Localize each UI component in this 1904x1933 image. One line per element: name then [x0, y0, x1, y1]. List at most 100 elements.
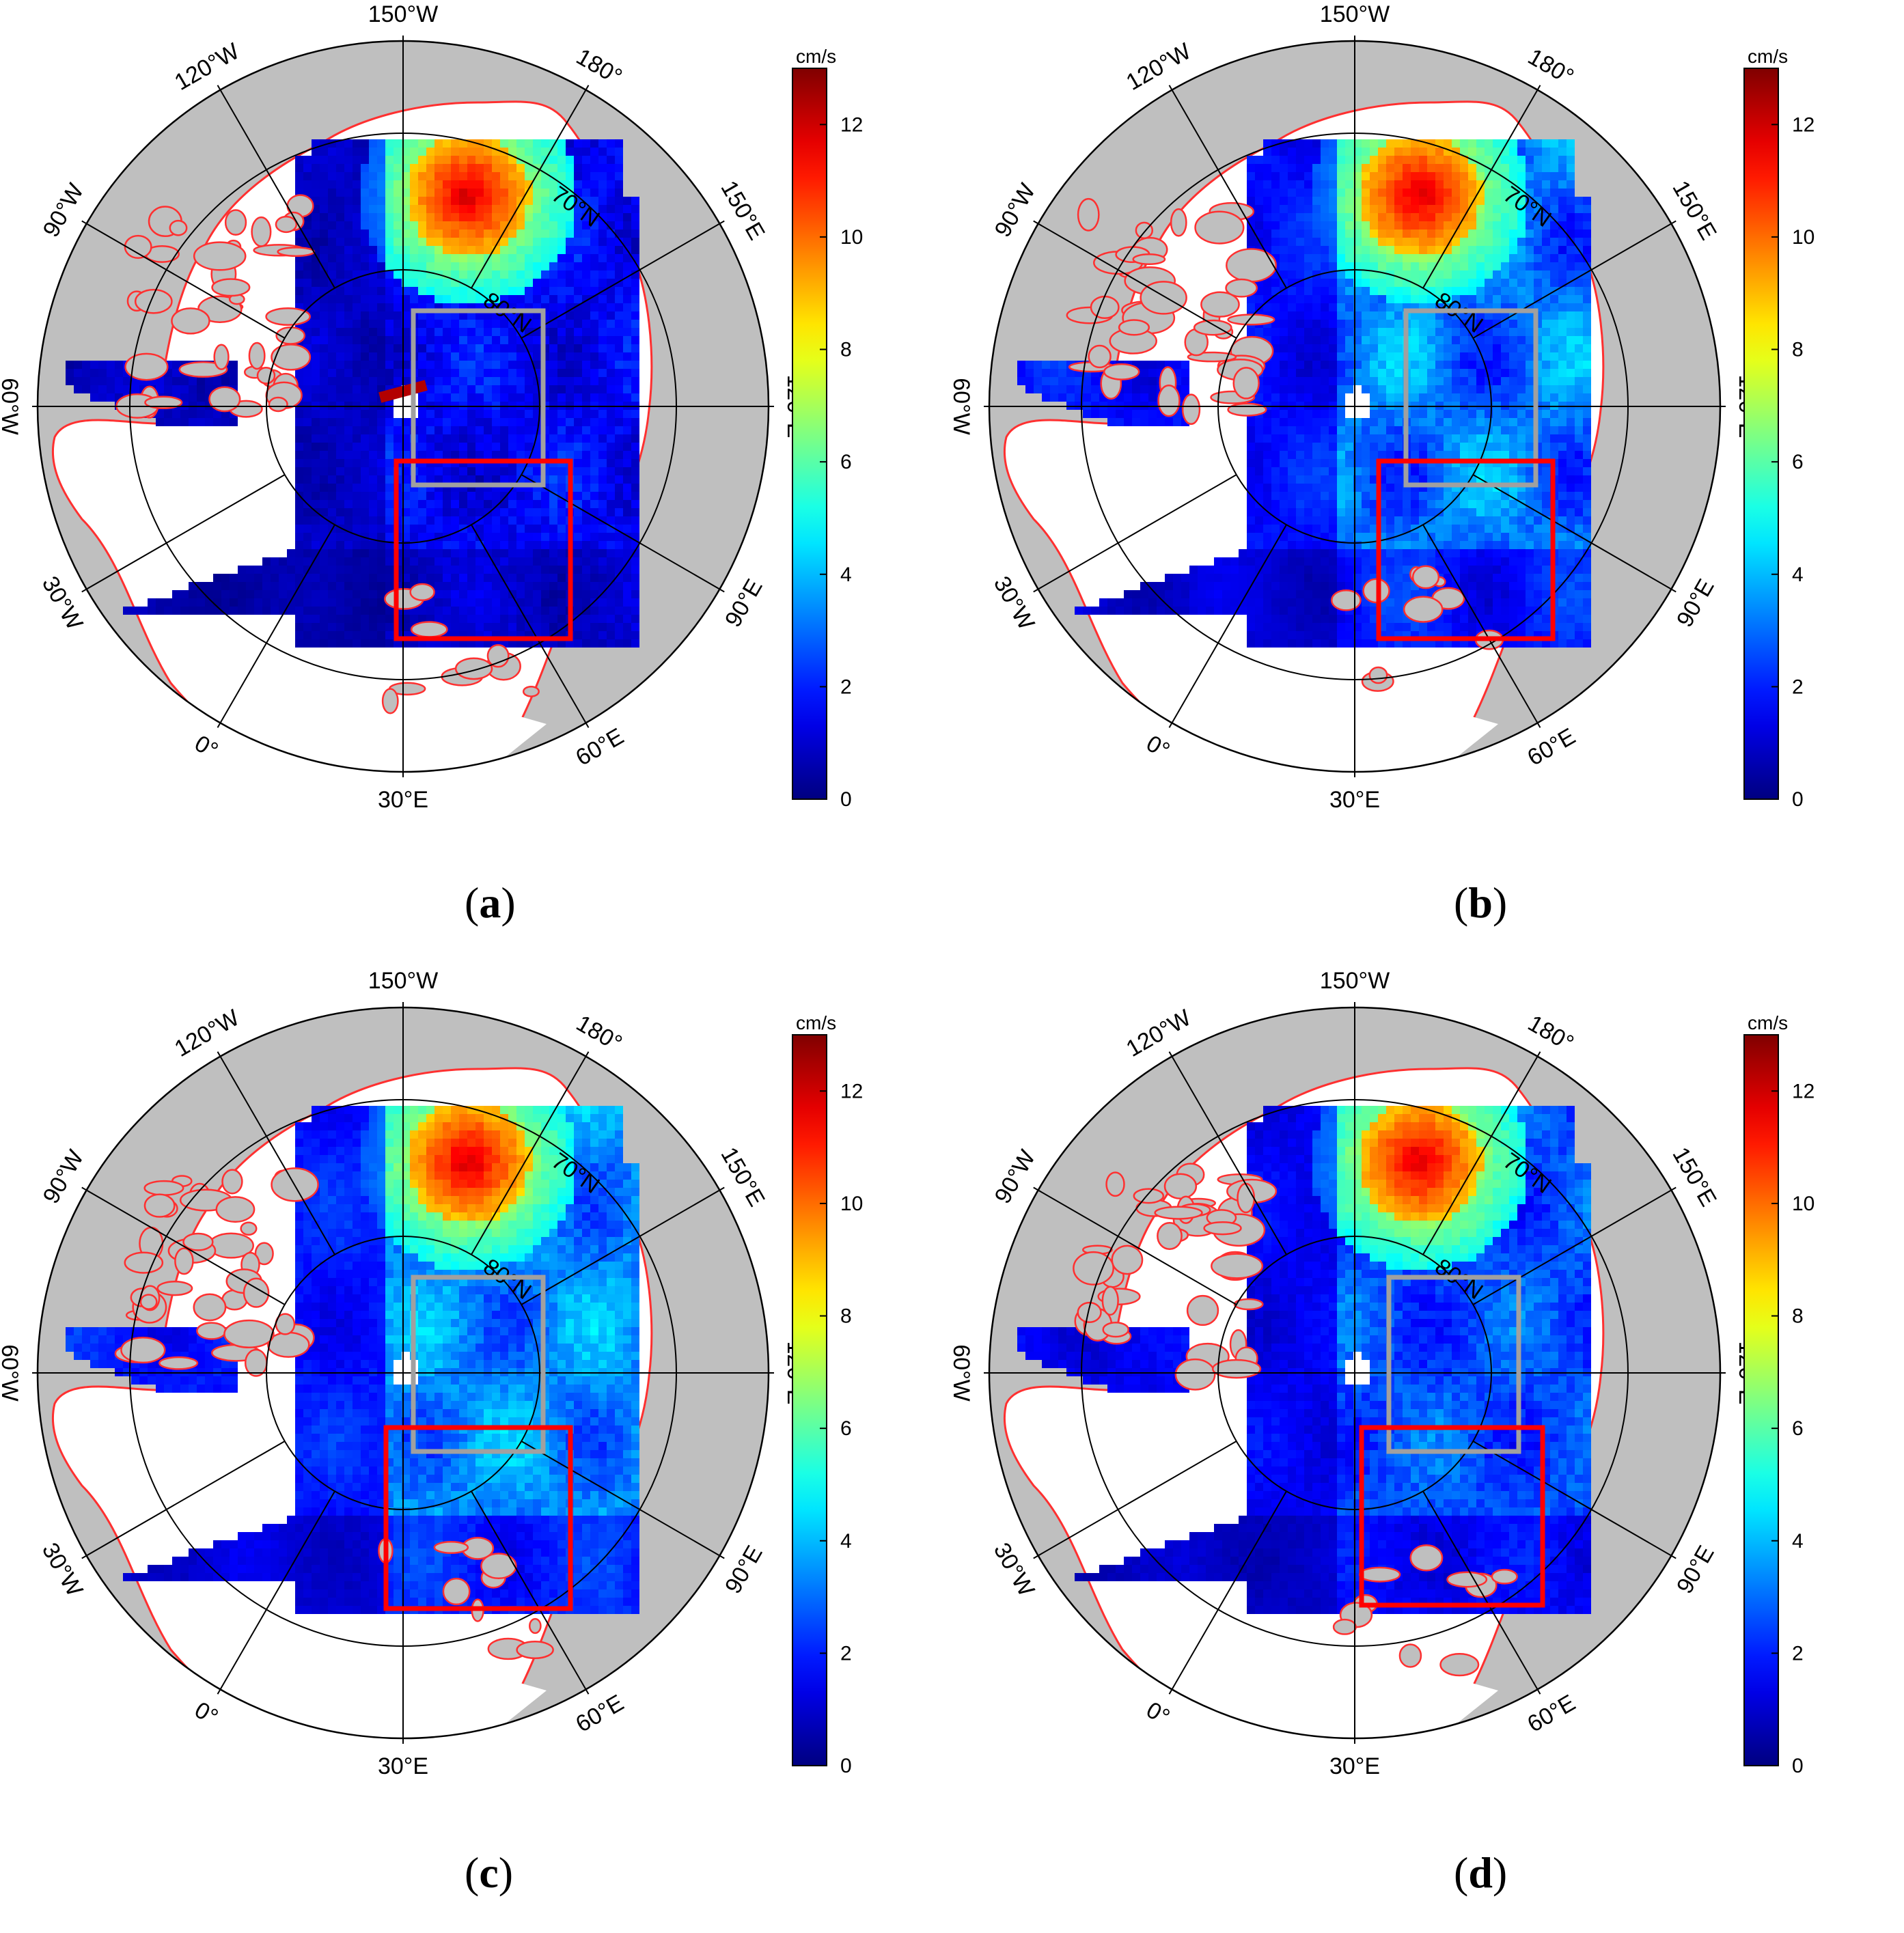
drift-cell: [1452, 262, 1460, 270]
drift-cell: [1460, 262, 1468, 270]
drift-cell: [541, 164, 549, 172]
drift-cell: [1345, 164, 1353, 172]
drift-cell: [631, 377, 639, 385]
drift-cell: [434, 336, 443, 344]
drift-cell: [508, 443, 516, 451]
drift-cell: [443, 541, 451, 549]
drift-cell: [344, 369, 353, 377]
drift-cell: [1435, 492, 1444, 500]
drift-cell: [1444, 492, 1452, 500]
drift-cell: [549, 484, 557, 492]
drift-cell: [492, 189, 500, 197]
drift-cell: [1280, 566, 1288, 574]
drift-cell: [1386, 311, 1394, 320]
drift-cell: [607, 459, 615, 467]
drift-cell: [361, 344, 369, 352]
drift-cell: [631, 500, 639, 508]
drift-cell: [1370, 385, 1378, 393]
drift-cell: [1255, 590, 1263, 598]
drift-cell: [484, 336, 492, 344]
drift-cell: [295, 443, 303, 451]
drift-cell: [500, 205, 508, 213]
drift-cell: [1452, 639, 1460, 648]
drift-cell: [385, 303, 394, 311]
drift-cell: [1468, 623, 1476, 631]
drift-cell: [443, 475, 451, 484]
drift-cell: [1288, 361, 1296, 369]
drift-cell: [1419, 492, 1427, 500]
drift-cell: [1271, 172, 1280, 180]
drift-cell: [1460, 197, 1468, 205]
drift-cell: [590, 492, 598, 500]
drift-cell: [434, 238, 443, 246]
drift-cell: [1485, 566, 1493, 574]
drift-cell: [1321, 475, 1329, 484]
drift-cell: [500, 328, 508, 336]
drift-cell: [566, 164, 574, 172]
drift-cell: [451, 197, 459, 205]
drift-cell: [1263, 484, 1271, 492]
drift-cell: [1411, 295, 1419, 303]
drift-cell: [1280, 607, 1288, 615]
drift-cell: [516, 230, 525, 238]
drift-cell: [1288, 344, 1296, 352]
drift-cell: [1296, 574, 1304, 582]
drift-cell: [590, 279, 598, 287]
drift-cell: [1288, 230, 1296, 238]
drift-cell: [1378, 344, 1386, 352]
drift-cell: [312, 500, 320, 508]
drift-cell: [1411, 434, 1419, 443]
drift-cell: [1083, 607, 1091, 615]
drift-cell: [459, 180, 467, 189]
drift-cell: [1329, 492, 1337, 500]
drift-cell: [344, 254, 353, 262]
drift-cell: [295, 156, 303, 164]
drift-cell: [271, 557, 279, 566]
drift-cell: [434, 279, 443, 287]
drift-cell: [451, 189, 459, 197]
drift-cell: [492, 549, 500, 557]
drift-cell: [394, 189, 402, 197]
drift-cell: [361, 566, 369, 574]
drift-cell: [475, 434, 484, 443]
drift-cell: [1263, 467, 1271, 475]
drift-cell: [525, 590, 533, 598]
drift-cell: [303, 336, 312, 344]
drift-cell: [1378, 369, 1386, 377]
drift-cell: [1386, 344, 1394, 352]
drift-cell: [1329, 385, 1337, 393]
drift-cell: [525, 639, 533, 648]
drift-cell: [82, 361, 90, 369]
drift-cell: [598, 295, 607, 303]
drift-cell: [1427, 189, 1435, 197]
drift-cell: [1345, 238, 1353, 246]
drift-cell: [525, 172, 533, 180]
drift-cell: [475, 467, 484, 475]
drift-cell: [500, 287, 508, 295]
drift-cell: [1239, 574, 1247, 582]
drift-cell: [1419, 197, 1427, 205]
drift-cell: [1296, 566, 1304, 574]
drift-cell: [1378, 262, 1386, 270]
drift-cell: [1280, 549, 1288, 557]
drift-cell: [369, 467, 377, 475]
drift-cell: [1296, 254, 1304, 262]
drift-cell: [369, 508, 377, 516]
drift-cell: [377, 582, 385, 590]
drift-cell: [598, 369, 607, 377]
drift-cell: [205, 385, 213, 393]
drift-cell: [1312, 156, 1321, 164]
drift-cell: [1444, 205, 1452, 213]
drift-cell: [484, 238, 492, 246]
drift-cell: [1378, 352, 1386, 361]
drift-cell: [1337, 393, 1345, 402]
drift-cell: [500, 385, 508, 393]
drift-cell: [320, 238, 328, 246]
drift-cell: [336, 590, 344, 598]
drift-cell: [303, 492, 312, 500]
drift-cell: [582, 303, 590, 311]
drift-cell: [312, 361, 320, 369]
drift-cell: [369, 492, 377, 500]
drift-cell: [516, 262, 525, 270]
drift-cell: [312, 270, 320, 279]
